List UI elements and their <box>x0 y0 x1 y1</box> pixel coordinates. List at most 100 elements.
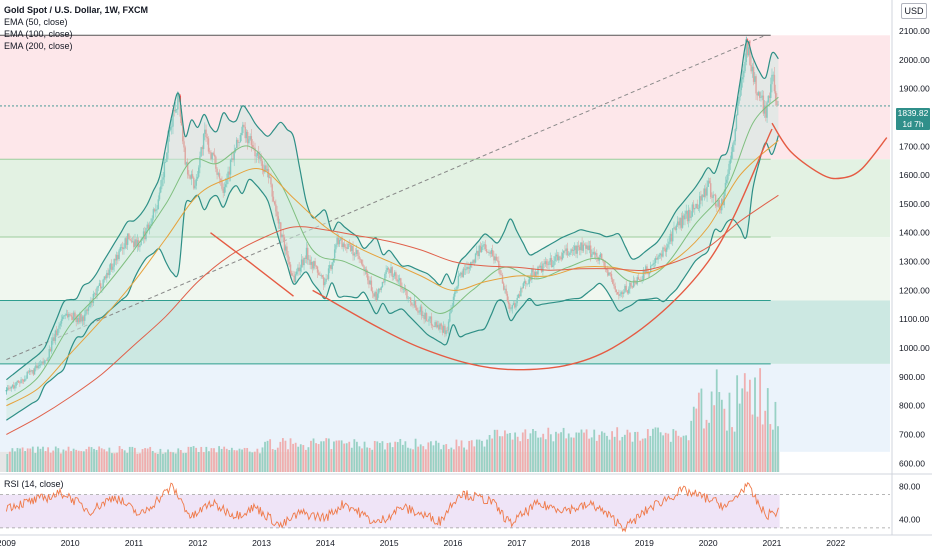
y-tick-13: 800.00 <box>899 401 925 411</box>
volume-bar-146 <box>378 442 381 472</box>
volume-bar-2 <box>11 448 14 472</box>
volume-bar-98 <box>256 448 259 472</box>
volume-bar-40 <box>108 447 111 472</box>
volume-bar-22 <box>62 449 65 472</box>
y-tick-15: 600.00 <box>899 458 925 468</box>
ema-50-label[interactable]: EMA (50, close) <box>4 17 68 27</box>
volume-bar-197 <box>509 432 511 472</box>
volume-bar-253 <box>652 428 654 472</box>
volume-bar-88 <box>230 447 233 472</box>
x-tick-2: 2011 <box>125 538 144 548</box>
volume-bar-87 <box>228 450 231 472</box>
volume-bar-58 <box>154 453 157 472</box>
volume-bar-81 <box>213 448 215 472</box>
volume-bar-145 <box>376 441 379 472</box>
volume-bar-139 <box>361 448 363 472</box>
volume-bar-277 <box>713 405 716 472</box>
volume-bar-285 <box>733 431 736 472</box>
symbol-title[interactable]: Gold Spot / U.S. Dollar, 1W, FXCM <box>4 5 149 15</box>
volume-bar-83 <box>218 446 220 472</box>
rsi-band <box>0 494 780 528</box>
volume-bar-296 <box>761 424 764 472</box>
volume-bar-61 <box>162 453 164 472</box>
volume-bar-182 <box>470 440 473 472</box>
volume-bar-206 <box>532 428 534 472</box>
volume-bar-290 <box>746 391 749 472</box>
y-tick-11: 1000.00 <box>899 343 930 353</box>
volume-bar-221 <box>570 437 573 472</box>
volume-bar-138 <box>358 446 361 472</box>
volume-bar-156 <box>404 441 407 472</box>
volume-bar-84 <box>220 448 223 472</box>
volume-bar-32 <box>88 446 90 472</box>
volume-bar-168 <box>435 440 437 472</box>
volume-bar-67 <box>177 448 180 472</box>
volume-bar-80 <box>210 448 213 472</box>
y-tick-1: 2000.00 <box>899 55 930 65</box>
volume-bar-302 <box>777 426 779 472</box>
x-tick-6: 2015 <box>380 538 399 548</box>
volume-bar-249 <box>641 438 644 472</box>
volume-bar-44 <box>118 446 121 472</box>
volume-bar-105 <box>274 449 277 472</box>
volume-bar-129 <box>335 440 338 472</box>
volume-bar-45 <box>121 448 124 472</box>
volume-bar-204 <box>526 438 529 472</box>
volume-bar-60 <box>159 448 162 472</box>
volume-bar-6 <box>21 447 24 472</box>
volume-bar-298 <box>766 388 769 472</box>
volume-bar-240 <box>618 440 621 472</box>
volume-bar-169 <box>437 442 440 472</box>
ema-100-label[interactable]: EMA (100, close) <box>4 29 73 39</box>
volume-bar-273 <box>703 428 705 472</box>
x-tick-7: 2016 <box>444 538 463 548</box>
volume-bar-91 <box>238 448 241 472</box>
volume-bar-192 <box>496 429 499 472</box>
ema-200-label[interactable]: EMA (200, close) <box>4 41 73 51</box>
volume-bar-181 <box>468 440 471 472</box>
volume-bar-114 <box>297 446 300 472</box>
volume-bar-293 <box>754 377 756 472</box>
volume-bar-21 <box>59 453 62 472</box>
y-tick-12: 900.00 <box>899 372 925 382</box>
volume-bar-301 <box>774 401 777 472</box>
volume-bar-220 <box>567 433 570 472</box>
volume-bar-237 <box>611 431 613 472</box>
y-tick-7: 1400.00 <box>899 228 930 238</box>
volume-bar-234 <box>603 432 606 472</box>
volume-bar-187 <box>483 446 486 472</box>
volume-bar-36 <box>98 446 101 472</box>
volume-bar-256 <box>659 432 662 472</box>
volume-bar-15 <box>44 451 47 472</box>
volume-bar-268 <box>690 420 693 472</box>
volume-bar-280 <box>720 399 723 472</box>
volume-bar-216 <box>557 433 560 472</box>
volume-bar-242 <box>623 434 626 472</box>
volume-bar-259 <box>667 433 670 472</box>
volume-bar-13 <box>39 448 42 472</box>
volume-bar-288 <box>741 388 744 472</box>
y-tick-9: 1200.00 <box>899 285 930 295</box>
volume-bar-210 <box>542 433 545 472</box>
volume-bar-25 <box>70 451 72 472</box>
x-tick-9: 2018 <box>571 538 590 548</box>
currency-label[interactable]: USD <box>901 3 927 19</box>
volume-bar-262 <box>674 430 677 472</box>
volume-bar-71 <box>187 446 190 472</box>
volume-bar-141 <box>366 447 369 472</box>
rsi-label[interactable]: RSI (14, close) <box>4 479 64 489</box>
volume-bar-48 <box>128 446 131 472</box>
volume-bar-166 <box>430 441 432 472</box>
volume-bar-57 <box>151 451 154 472</box>
volume-bar-270 <box>695 408 698 472</box>
volume-bar-157 <box>407 447 409 472</box>
volume-bar-286 <box>736 375 739 472</box>
ema-200-line <box>6 194 779 435</box>
y-tick-5: 1600.00 <box>899 170 930 180</box>
volume-bar-50 <box>133 447 136 472</box>
volume-bar-189 <box>488 434 491 472</box>
volume-bar-112 <box>292 443 295 472</box>
volume-bar-37 <box>100 448 103 472</box>
volume-bar-74 <box>195 447 198 472</box>
